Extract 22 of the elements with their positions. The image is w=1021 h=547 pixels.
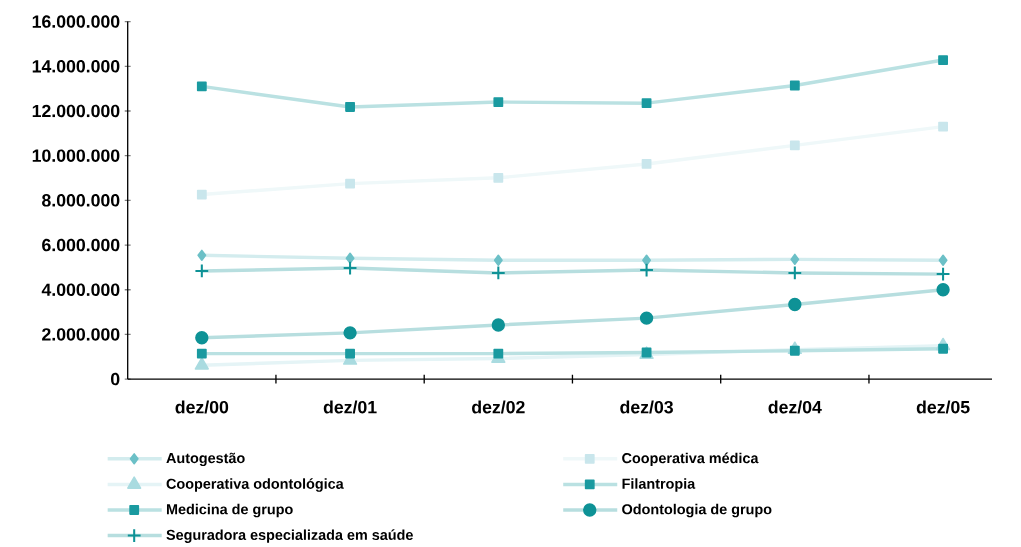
legend-label: Filantropia — [622, 478, 696, 492]
y-tick-label: 0 — [110, 372, 120, 386]
y-tick-label: 10.000.000 — [32, 149, 120, 162]
x-tick-label: dez/03 — [620, 400, 673, 414]
x-tick-label: dez/00 — [175, 400, 229, 414]
x-tick-label: dez/04 — [768, 400, 822, 414]
legend-label: Medicina de grupo — [166, 503, 293, 518]
legend-label: Odontologia de grupo — [622, 503, 772, 518]
y-tick-label: 14.000.000 — [32, 60, 120, 73]
legend-label: Cooperativa odontológica — [166, 478, 344, 492]
y-tick-label: 12.000.000 — [32, 104, 120, 118]
y-tick-label: 8.000.000 — [42, 194, 120, 207]
x-tick-label: dez/02 — [472, 400, 525, 414]
legend-label: Seguradora especializada em saúde — [166, 529, 413, 543]
legend-label: Autogestão — [166, 452, 245, 467]
legend-label: Cooperativa médica — [622, 452, 759, 467]
x-tick-label: dez/05 — [916, 400, 970, 414]
y-tick-label: 6.000.000 — [42, 238, 120, 252]
y-tick-label: 2.000.000 — [42, 328, 120, 341]
y-tick-label: 16.000.000 — [32, 15, 120, 28]
x-tick-label: dez/01 — [323, 400, 377, 414]
y-tick-label: 4.000.000 — [41, 283, 120, 296]
